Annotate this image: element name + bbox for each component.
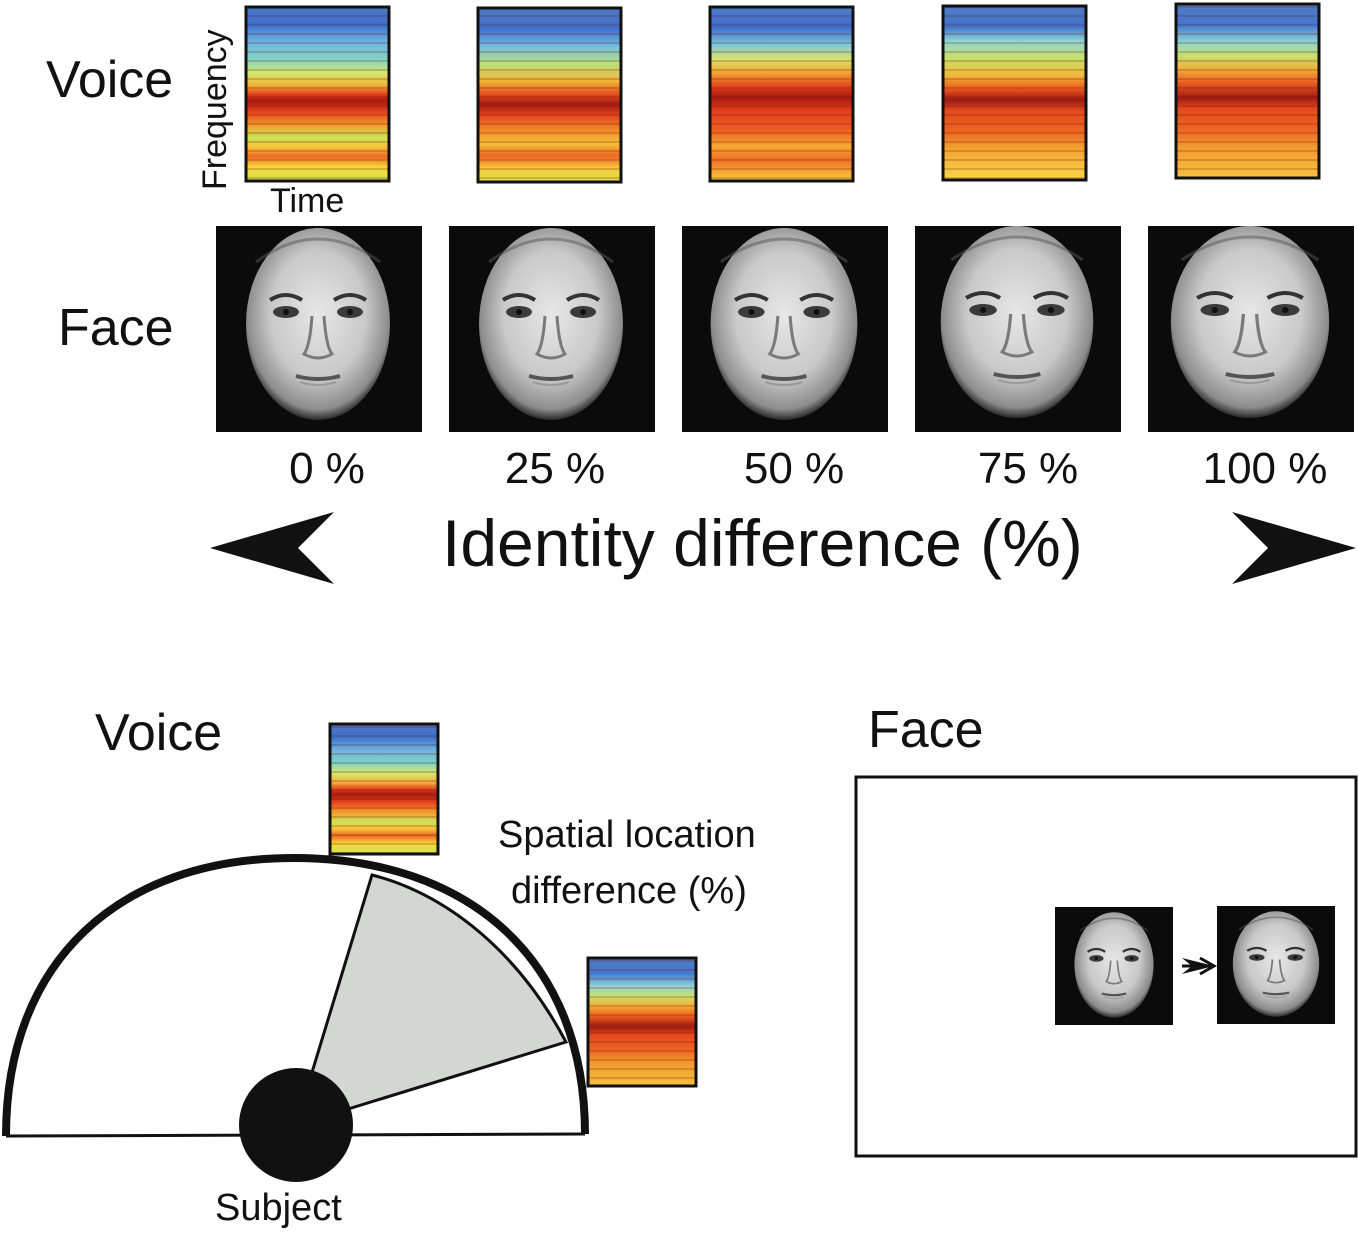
spectrogram-25 bbox=[476, 6, 623, 184]
morph-step-25: 25 % bbox=[504, 444, 606, 493]
spectrogram-75 bbox=[941, 4, 1088, 182]
morph-step-75: 75 % bbox=[977, 444, 1079, 493]
face-row bbox=[216, 226, 1354, 432]
spectrogram-source-b bbox=[586, 956, 698, 1088]
spectrogram-50 bbox=[708, 5, 855, 183]
spectrogram-source-a bbox=[328, 722, 440, 856]
face-100 bbox=[1148, 226, 1354, 432]
face-75 bbox=[915, 226, 1121, 432]
face-50 bbox=[682, 226, 888, 432]
time-axis-label: Time bbox=[270, 182, 345, 220]
location-difference-sector bbox=[293, 873, 569, 1128]
left-arrowhead-icon bbox=[210, 512, 334, 584]
face-row-label: Face bbox=[58, 299, 174, 357]
frequency-axis-label: Frequency bbox=[196, 29, 234, 190]
spatial-caption-line1: Spatial location bbox=[498, 814, 756, 856]
morph-step-50: 50 % bbox=[743, 444, 845, 493]
subject-head bbox=[239, 1068, 353, 1182]
morph-step-100: 100 % bbox=[1202, 444, 1328, 493]
spatial-caption-line2: difference (%) bbox=[511, 870, 747, 912]
spectrogram-100 bbox=[1174, 2, 1321, 180]
face-25 bbox=[449, 226, 655, 432]
morph-step-0: 0 % bbox=[289, 444, 365, 493]
bottom-voice-title: Voice bbox=[95, 704, 223, 762]
right-arrowhead-icon bbox=[1232, 512, 1356, 584]
identity-axis-title: Identity difference (%) bbox=[442, 506, 1083, 580]
spectrogram-row bbox=[244, 2, 1321, 184]
spectrogram-0 bbox=[244, 5, 391, 183]
face-stimulus-b bbox=[1217, 906, 1335, 1024]
face-stimulus-a bbox=[1055, 907, 1173, 1025]
subject-label: Subject bbox=[215, 1187, 342, 1229]
bottom-face-title: Face bbox=[868, 701, 984, 759]
spatial-diagram bbox=[2, 853, 589, 1182]
face-0 bbox=[216, 226, 422, 432]
voice-row-label: Voice bbox=[46, 51, 174, 109]
